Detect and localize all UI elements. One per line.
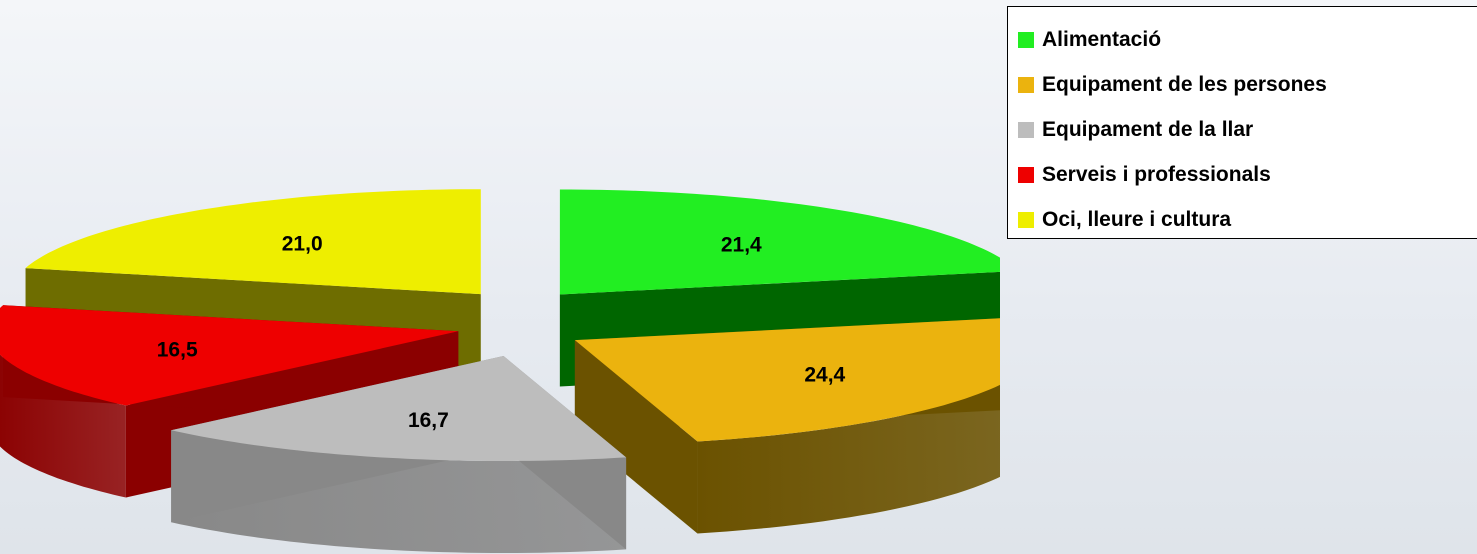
legend-item-equipament-llar: Equipament de la llar [1008,107,1477,152]
legend-label: Equipament de la llar [1042,117,1254,141]
legend-swatch [1018,31,1034,48]
legend-label: Serveis i professionals [1042,162,1271,186]
slice-value-label: 24,4 [804,364,845,387]
pie-chart-svg: 21,0 21,4 16,5 24,4 16,7 [0,189,1000,553]
legend-item-equipament-persones: Equipament de les persones [1008,62,1477,107]
slice-value-label: 21,0 [282,233,323,256]
legend-label: Oci, lleure i cultura [1042,207,1232,231]
slice-equipament-persones [574,318,1000,534]
slice-equipament-llar [171,356,627,553]
slice-value-label: 21,4 [721,234,762,257]
legend-label: Alimentació [1042,27,1162,51]
legend-item-serveis-professionals: Serveis i professionals [1008,152,1477,197]
legend-swatch [1018,121,1034,138]
legend: Alimentació Equipament de les persones E… [1007,6,1477,239]
legend-label: Equipament de les persones [1042,72,1327,96]
legend-item-oci-lleure-cultura: Oci, lleure i cultura [1008,197,1477,242]
legend-swatch [1018,76,1034,93]
legend-swatch [1018,211,1034,228]
slice-value-label: 16,7 [408,409,449,432]
legend-item-alimentacio: Alimentació [1008,17,1477,62]
slice-value-label: 16,5 [157,339,198,362]
legend-swatch [1018,166,1034,183]
